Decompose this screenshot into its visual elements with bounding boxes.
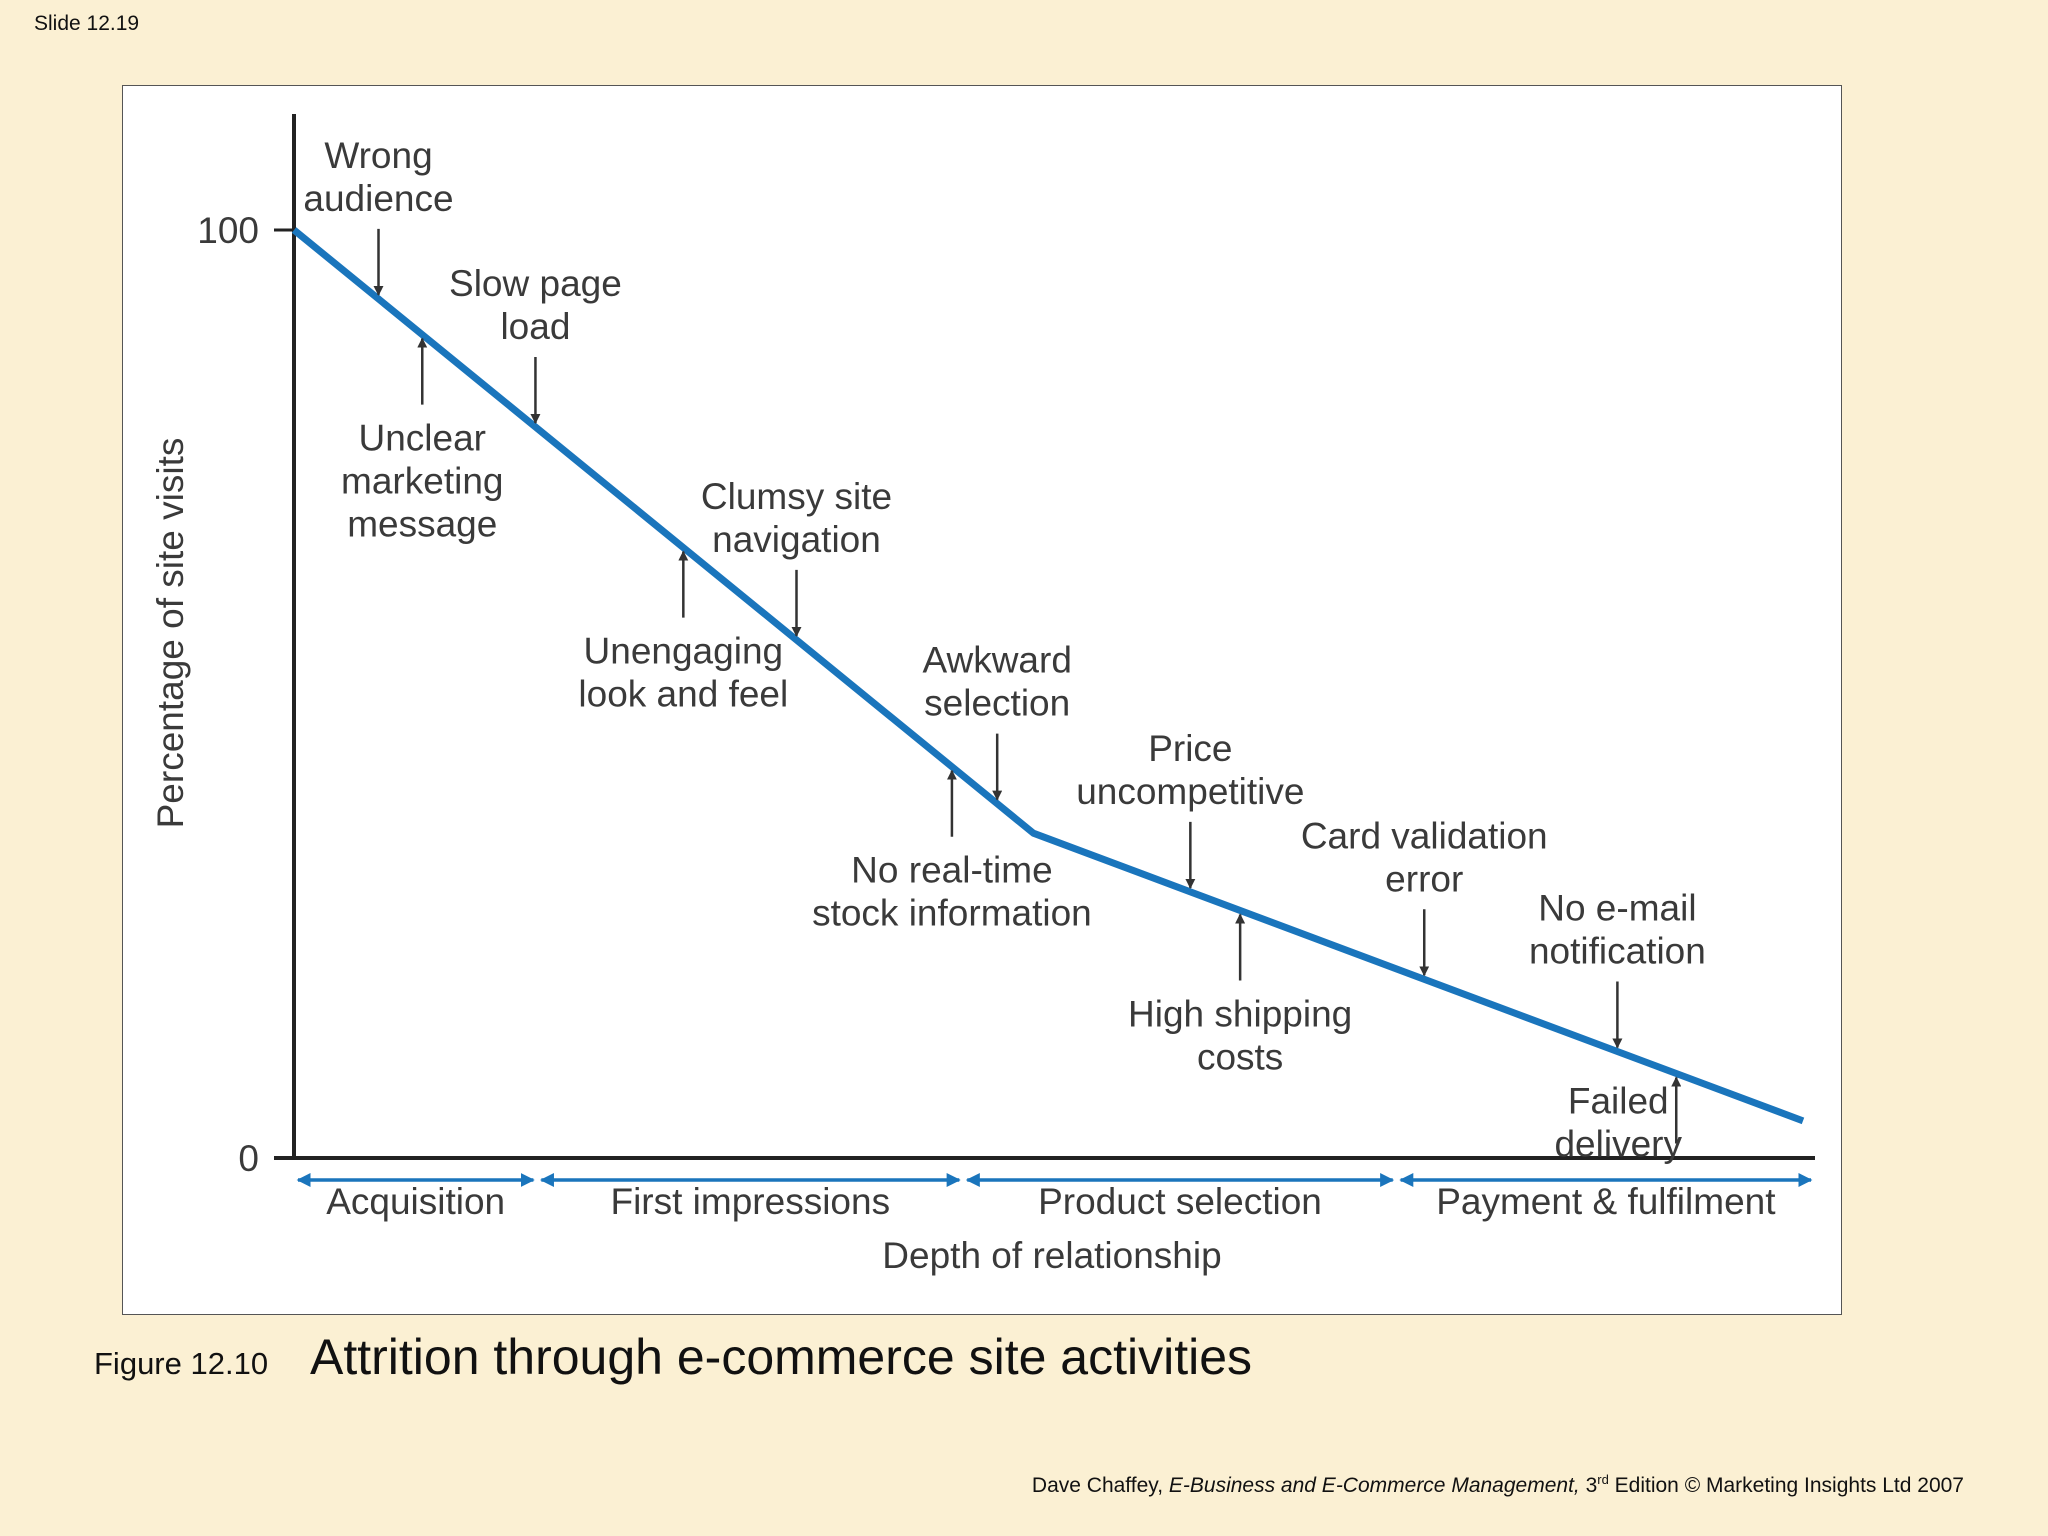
- attrition-chart: 100 0 Percentage of site visits Depth of…: [150, 114, 1815, 1276]
- stage-arrows: Acquisition First impressions Product sele…: [296, 1173, 1813, 1222]
- annotation-text: notification: [1529, 930, 1706, 971]
- annotation-text: Clumsy site: [701, 476, 892, 517]
- stage-label: Product selection: [1038, 1181, 1322, 1222]
- annotation-text: Wrong: [324, 135, 432, 176]
- figure-label: Figure 12.10: [94, 1346, 269, 1381]
- stage-label: Acquisition: [326, 1181, 505, 1222]
- annotation-text: stock information: [812, 893, 1092, 934]
- credit-book: E-Business and E-Commerce Management,: [1168, 1474, 1580, 1497]
- annotation-text: message: [347, 504, 497, 545]
- annotation-text: delivery: [1554, 1123, 1682, 1164]
- credit-edition-number: 3: [1579, 1474, 1598, 1497]
- y-tick-label-0: 0: [238, 1138, 259, 1179]
- annotation-text: selection: [924, 683, 1070, 724]
- annotations: WrongaudienceUnclearmarketingmessageSlow…: [303, 135, 1705, 1165]
- annotation-text: Awkward: [922, 640, 1071, 681]
- chart-frame: 100 0 Percentage of site visits Depth of…: [122, 85, 1842, 1315]
- credit-rest: Edition © Marketing Insights Ltd 2007: [1608, 1474, 1964, 1497]
- annotation-text: Price: [1148, 728, 1232, 769]
- figure-title: Attrition through e-commerce site activi…: [310, 1329, 1253, 1385]
- annotation-text: Unengaging: [584, 631, 784, 672]
- annotation-text: audience: [303, 178, 453, 219]
- annotation-text: marketing: [341, 461, 503, 502]
- stage-label: Payment & fulfilment: [1436, 1181, 1776, 1222]
- annotation-text: error: [1385, 858, 1463, 899]
- stage-label: First impressions: [610, 1181, 890, 1222]
- annotation-text: costs: [1197, 1036, 1283, 1077]
- y-tick-label-100: 100: [197, 210, 259, 251]
- x-axis-label: Depth of relationship: [882, 1235, 1221, 1276]
- annotation-text: Unclear: [359, 418, 487, 459]
- annotation-text: No real-time: [851, 850, 1053, 891]
- annotation-text: Slow page: [449, 263, 622, 304]
- annotation-text: High shipping: [1128, 993, 1352, 1034]
- credit-author: Dave Chaffey,: [1031, 1474, 1169, 1497]
- credit-line: Dave Chaffey, E-Business and E-Commerce …: [1032, 1472, 1964, 1498]
- annotation-text: No e-mail: [1538, 887, 1696, 928]
- slide-number: Slide 12.19: [34, 12, 140, 35]
- credit-edition-suffix: rd: [1597, 1472, 1609, 1487]
- annotation-text: look and feel: [578, 674, 788, 715]
- annotation-text: uncompetitive: [1076, 771, 1304, 812]
- annotation-text: Card validation: [1301, 815, 1548, 856]
- annotation-text: navigation: [712, 519, 881, 560]
- attrition-line: [291, 227, 1805, 1125]
- y-axis-label: Percentage of site visits: [150, 438, 191, 829]
- annotation-text: load: [500, 306, 570, 347]
- annotation-text: Failed: [1568, 1080, 1669, 1121]
